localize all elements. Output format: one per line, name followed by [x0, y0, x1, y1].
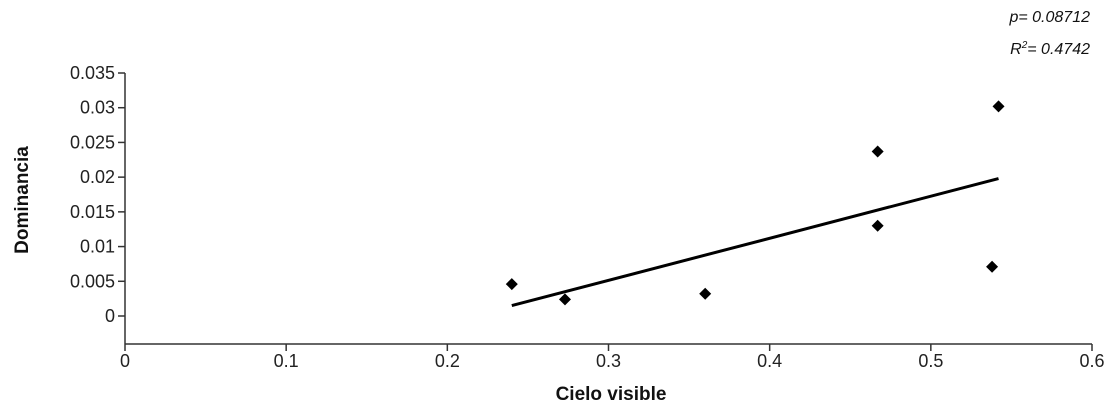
- x-tick-label: 0.5: [918, 351, 943, 371]
- r-squared-superscript: 2: [1021, 40, 1028, 51]
- data-point: [992, 100, 1005, 113]
- y-axis-title: Dominancia: [12, 146, 33, 254]
- data-point: [558, 293, 571, 306]
- x-ticks: 0 0.1 0.2 0.3 0.4 0.5 0.6: [120, 344, 1105, 371]
- r-squared-value: = 0.4742: [1027, 41, 1090, 58]
- x-axis-title: Cielo visible: [556, 384, 667, 405]
- data-point: [986, 260, 999, 273]
- axes: [124, 73, 1092, 345]
- x-tick-label: 0: [120, 351, 130, 371]
- x-tick-label: 0.3: [596, 351, 621, 371]
- y-tick-label: 0.015: [70, 202, 115, 222]
- r-squared-annotation: R2= 0.4742: [1010, 40, 1090, 58]
- y-tick-label: 0.025: [70, 132, 115, 152]
- data-points: [505, 100, 1005, 306]
- x-tick-label: 0.4: [757, 351, 782, 371]
- y-tick-label: 0.005: [70, 271, 115, 291]
- y-ticks: 0 0.005 0.01 0.015 0.02 0.025 0.03 0.035: [70, 63, 125, 326]
- y-tick-label: 0.03: [80, 98, 115, 118]
- data-point: [699, 287, 712, 300]
- data-point: [871, 145, 884, 158]
- x-tick-label: 0.6: [1079, 351, 1104, 371]
- data-point: [871, 219, 884, 232]
- y-tick-label: 0: [105, 306, 115, 326]
- y-tick-label: 0.01: [80, 237, 115, 257]
- trendline: [511, 177, 999, 308]
- x-tick-label: 0.2: [435, 351, 460, 371]
- r-squared-letter: R: [1010, 41, 1022, 58]
- y-tick-label: 0.035: [70, 63, 115, 83]
- x-tick-label: 0.1: [274, 351, 299, 371]
- data-point: [505, 278, 518, 291]
- p-value-annotation: p= 0.08712: [1008, 9, 1090, 26]
- y-tick-label: 0.02: [80, 167, 115, 187]
